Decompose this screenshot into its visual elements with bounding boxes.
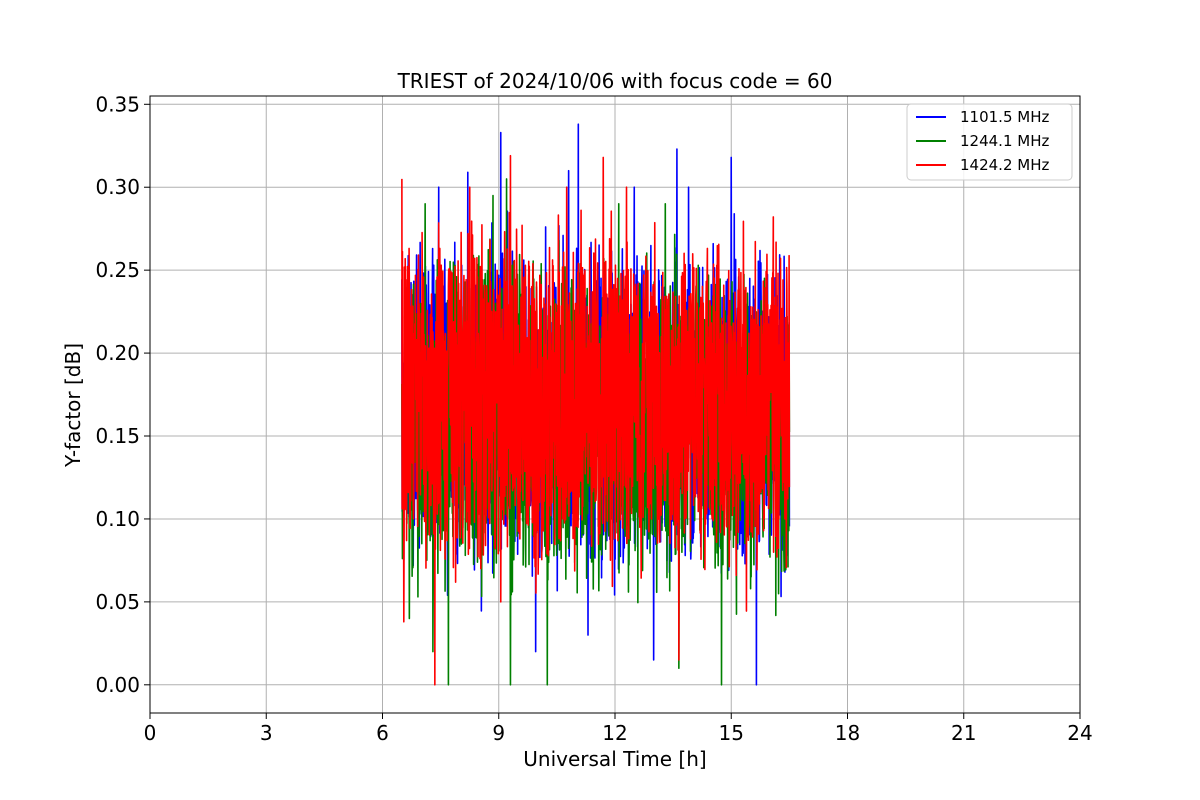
y-tick-label: 0.20 bbox=[95, 341, 140, 365]
legend-label: 1101.5 MHz bbox=[960, 108, 1049, 126]
y-axis-label: Y-factor [dB] bbox=[61, 343, 85, 468]
legend-label: 1424.2 MHz bbox=[960, 156, 1049, 174]
x-tick-label: 15 bbox=[719, 721, 744, 745]
y-tick-label: 0.35 bbox=[95, 92, 140, 116]
x-tick-label: 0 bbox=[144, 721, 157, 745]
x-tick-label: 18 bbox=[835, 721, 860, 745]
legend-box bbox=[906, 103, 1073, 181]
x-tick-label: 21 bbox=[951, 721, 976, 745]
legend: 1101.5 MHz 1244.1 MHz 1424.2 MHz bbox=[906, 103, 1073, 181]
y-tick-label: 0.25 bbox=[95, 258, 140, 282]
x-tick-label: 3 bbox=[260, 721, 273, 745]
y-tick-label: 0.15 bbox=[95, 424, 140, 448]
x-tick-label: 6 bbox=[376, 721, 389, 745]
chart-title: TRIEST of 2024/10/06 with focus code = 6… bbox=[397, 69, 833, 93]
y-tick-label: 0.00 bbox=[95, 673, 140, 697]
x-tick-label: 24 bbox=[1067, 721, 1092, 745]
x-tick-label: 12 bbox=[602, 721, 627, 745]
x-axis: 0 3 6 9 12 15 18 21 24 bbox=[144, 713, 1093, 745]
y-axis: 0.00 0.05 0.10 0.15 0.20 0.25 0.30 0.35 bbox=[95, 92, 150, 697]
x-axis-label: Universal Time [h] bbox=[523, 747, 706, 771]
legend-label: 1244.1 MHz bbox=[960, 132, 1049, 150]
series-line-1424-2-mhz bbox=[401, 154, 791, 686]
x-tick-label: 9 bbox=[492, 721, 505, 745]
y-tick-label: 0.10 bbox=[95, 507, 140, 531]
plot-series bbox=[401, 123, 791, 686]
y-tick-label: 0.05 bbox=[95, 590, 140, 614]
y-tick-label: 0.30 bbox=[95, 175, 140, 199]
